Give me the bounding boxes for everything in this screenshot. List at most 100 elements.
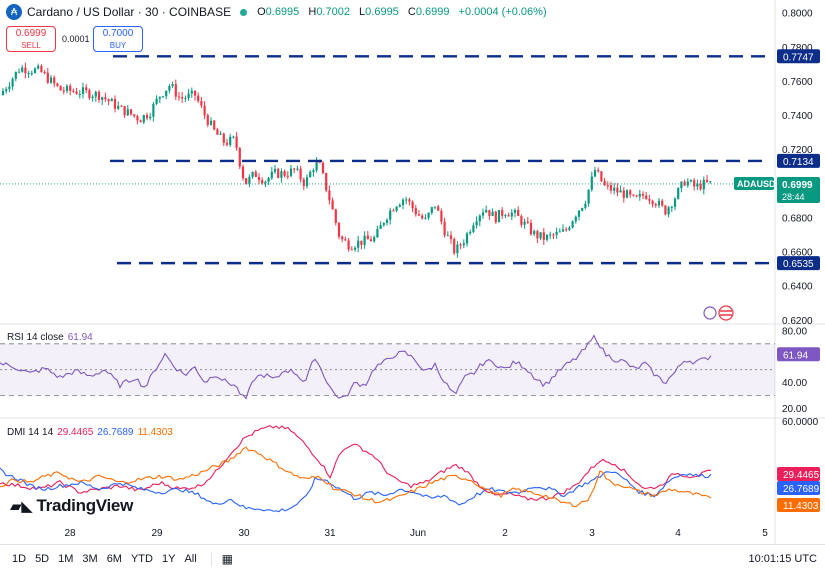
candle-body [59,85,62,91]
candle-body [206,115,209,125]
candle-body [456,244,459,254]
range-button-6m[interactable]: 6M [106,552,122,565]
candle-body [133,114,136,117]
candle-body [520,216,523,225]
spread-value: 0.0001 [62,34,90,44]
price-tick-label: 0.6400 [782,282,813,293]
candle-body [629,190,632,195]
candle-body [443,221,446,236]
candle-body [469,231,472,234]
price-tick-label: 0.8000 [782,9,813,20]
dmi-last-badge [777,481,820,495]
dmi-line-adx [0,446,712,508]
range-button-3m[interactable]: 3M [82,552,98,565]
calendar-icon[interactable]: ▦ [210,551,233,566]
candle-body [709,181,712,183]
range-button-5d[interactable]: 5D [35,552,50,565]
range-button-1y[interactable]: 1Y [161,552,176,565]
tradingview-logo[interactable]: ▰◣ TradingView [10,496,133,516]
candle-body [136,116,139,121]
crypto-alert-icon[interactable] [703,306,717,320]
candle-body [545,235,549,240]
candle-body [581,207,584,211]
candle-body [302,179,305,186]
candle-body [616,187,619,193]
candle-body [149,116,152,119]
range-button-all[interactable]: All [184,552,197,565]
candle-body [446,235,449,237]
candle-body [187,93,190,99]
candle-body [699,183,702,190]
candle-body [667,207,670,215]
buy-button[interactable]: 0.7000 BUY [93,26,143,52]
candle-body [408,199,411,202]
sell-label: SELL [21,41,41,50]
candle-body [619,190,622,193]
candle-body [69,85,72,91]
candle-body [91,96,94,99]
us-flag-icon[interactable] [718,305,734,321]
candle-body [369,239,373,242]
candle-body [382,222,385,226]
candle-body [475,221,478,226]
candle-body [209,120,213,125]
candle-body [657,200,661,206]
buy-price: 0.7000 [102,28,134,39]
ohlc-values: O0.6995 H0.7002 L0.6995 C0.6999 +0.0004 … [257,6,547,18]
candle-body [257,176,261,181]
dmi-legend[interactable]: DMI 14 14 29.4465 26.7689 11.4303 [7,427,173,438]
candle-body [104,97,107,100]
candle-body [517,209,520,217]
candle-body [33,68,37,73]
candle-body [299,168,302,180]
current-price-label: 0.6999 [782,180,813,191]
candle-body [606,185,609,187]
candle-body [373,237,376,242]
candle-body [705,179,709,183]
candle-body [510,212,513,217]
candle-body [597,170,600,172]
candle-body [481,212,485,216]
candle-body [81,87,85,94]
price-tick-label: 0.7800 [782,43,813,54]
dmi-line-minusdi [0,467,712,513]
candle-body [507,215,510,217]
candle-body [197,95,200,102]
candle-body [161,96,165,98]
candle-body [1,91,5,96]
dmi-tick-label: 60.0000 [782,417,819,428]
sell-button[interactable]: 0.6999 SELL [6,26,56,52]
candle-body [235,136,238,148]
range-button-ytd[interactable]: YTD [130,552,153,565]
candle-body [171,84,174,87]
range-button-1d[interactable]: 1D [12,552,27,565]
tradingview-logo-icon: ▰◣ [10,497,33,515]
candle-body [110,99,113,102]
candle-body [49,77,53,83]
candle-body [241,166,245,179]
price-tick-label: 0.6600 [782,248,813,259]
candle-body [558,231,561,233]
range-button-1m[interactable]: 1M [58,552,74,565]
clock-readout[interactable]: 10:01:15 UTC [748,553,817,565]
candle-body [648,198,651,201]
price-tick-label: 0.7400 [782,111,813,122]
candle-body [513,209,517,213]
candle-body [437,206,440,211]
candle-body [347,240,350,250]
cardano-icon[interactable]: ₳ [6,4,22,20]
candle-body [494,211,497,223]
candle-body [433,206,437,208]
symbol-title[interactable]: Cardano / US Dollar · 30 · COINBASE [27,5,232,19]
candle-body [625,190,629,198]
candle-body [504,215,507,217]
candle-body [693,180,696,187]
candle-body [677,188,680,199]
candle-body [366,235,369,240]
candle-body [232,136,235,138]
candle-body [40,65,43,72]
rsi-legend[interactable]: RSI 14 close 61.94 [7,332,93,343]
candle-body [142,115,145,123]
candle-body [174,84,177,97]
